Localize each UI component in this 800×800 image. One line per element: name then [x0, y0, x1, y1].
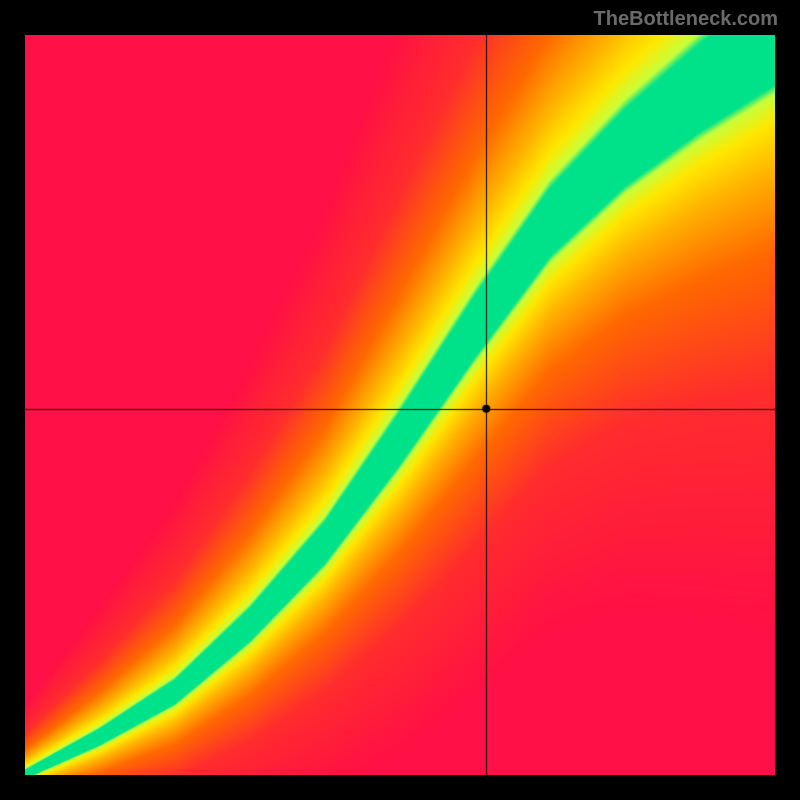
heatmap-canvas: [25, 35, 775, 775]
figure-outer: TheBottleneck.com: [0, 0, 800, 800]
watermark-text: TheBottleneck.com: [594, 8, 778, 31]
plot-area: [25, 35, 775, 775]
